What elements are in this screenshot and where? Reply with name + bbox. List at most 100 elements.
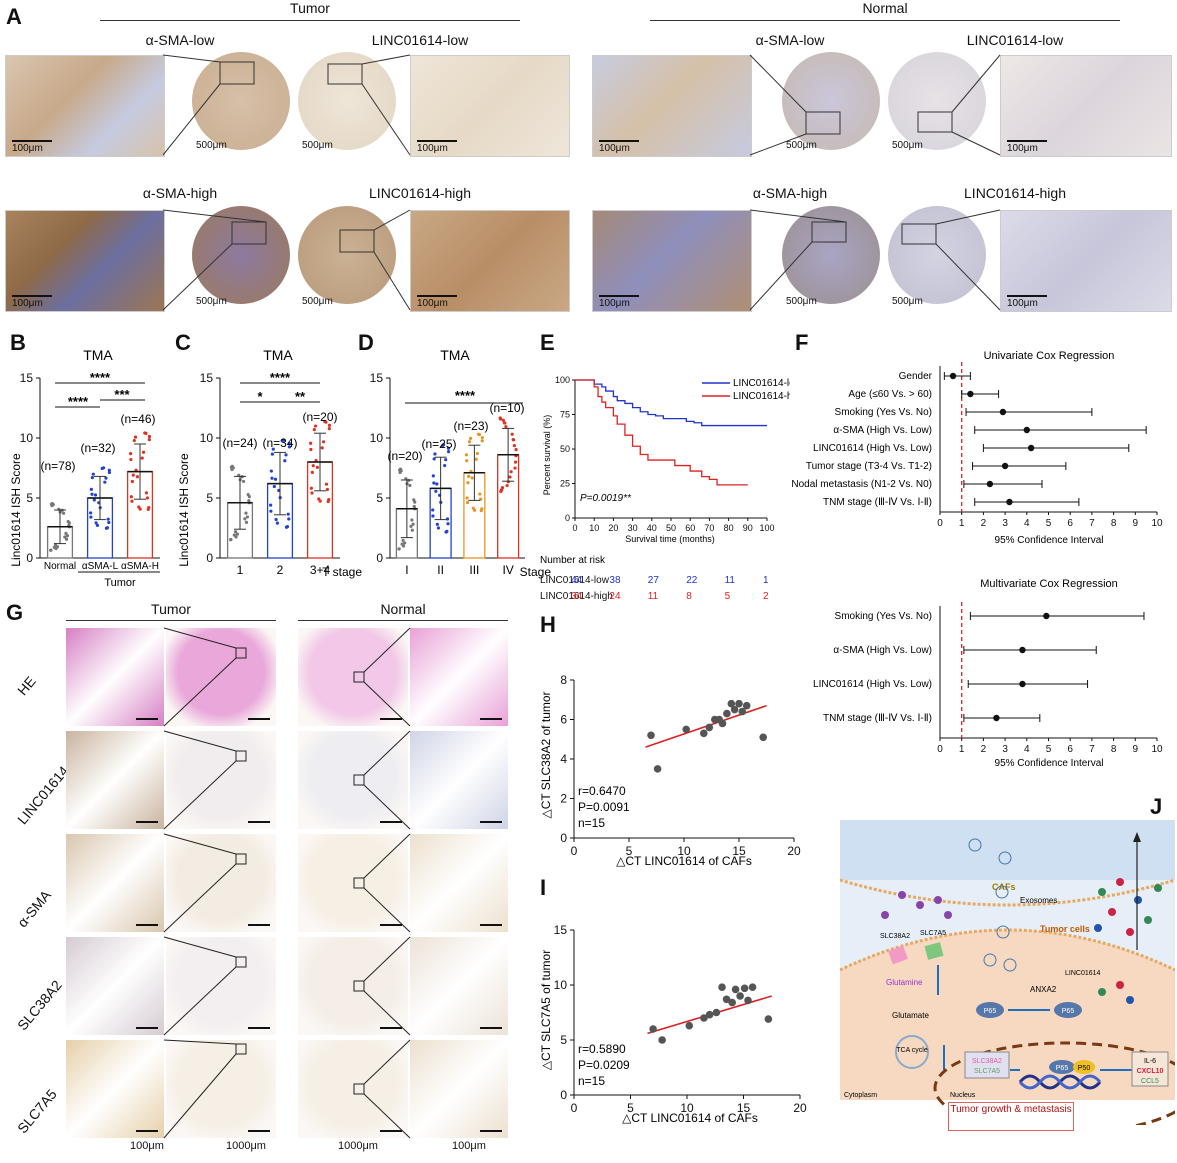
chart-e-legend-high: LINC01614-high bbox=[733, 391, 790, 402]
g-zoom-line bbox=[363, 833, 411, 879]
x-tick-label: 2 bbox=[981, 744, 987, 755]
j-gene-slc38a2: SLC38A2 bbox=[972, 1058, 1002, 1065]
data-point bbox=[130, 479, 134, 484]
y-tick-label: 15 bbox=[370, 371, 384, 385]
data-point bbox=[480, 439, 484, 443]
data-point bbox=[287, 517, 291, 521]
chart-c-n-34: (n=20) bbox=[302, 410, 337, 424]
data-point bbox=[273, 477, 278, 481]
data-point bbox=[141, 450, 146, 454]
scatter-point bbox=[723, 709, 731, 718]
data-point bbox=[513, 466, 517, 470]
x-tick-label: 20 bbox=[793, 1101, 807, 1115]
data-point bbox=[147, 506, 151, 510]
data-point bbox=[509, 470, 513, 474]
x-tick-label: 5 bbox=[1046, 518, 1052, 529]
data-point bbox=[91, 472, 95, 476]
g-scale-bar bbox=[136, 1130, 158, 1132]
data-point bbox=[287, 445, 292, 449]
x-tick-label: 3+4 bbox=[310, 563, 331, 577]
chart-d-xtitle: Stage bbox=[520, 565, 552, 579]
g-scale-bar bbox=[380, 1130, 402, 1132]
scatter-point bbox=[727, 699, 736, 708]
g-zoom-box bbox=[235, 853, 247, 865]
chart-d-n-i: (n=20) bbox=[387, 449, 422, 463]
g-zoom-line bbox=[163, 657, 237, 727]
panel-g-zoom-lines bbox=[163, 627, 411, 1139]
data-point bbox=[472, 508, 477, 512]
g-micrograph bbox=[410, 628, 508, 726]
g-micrograph bbox=[66, 834, 164, 932]
x-tick-label: 10 bbox=[1151, 744, 1163, 755]
hazard-ratio-point bbox=[1043, 612, 1050, 620]
chart-b: TMA Linc01614 ISH Score 0 5 10 15 Normal αSM… bbox=[9, 347, 160, 589]
scatter-point bbox=[712, 1008, 721, 1017]
chart-f-multi-title: Multivariate Cox Regression bbox=[980, 578, 1118, 590]
data-point bbox=[89, 515, 93, 519]
j-target-genes-box bbox=[964, 1051, 1010, 1079]
data-point bbox=[401, 538, 405, 542]
data-point bbox=[436, 526, 441, 530]
j-slc38a2-transporter bbox=[888, 945, 908, 965]
data-point bbox=[313, 424, 318, 428]
chart-e-risk-title: Number at risk bbox=[540, 555, 606, 566]
data-point bbox=[446, 450, 451, 454]
j-tumor-cells: Tumor cells bbox=[1040, 924, 1090, 934]
data-point bbox=[480, 436, 484, 440]
panel-label-h: H bbox=[540, 612, 556, 637]
forest-row-label: Age (≤60 Vs. > 60) bbox=[848, 389, 932, 400]
data-point bbox=[514, 447, 518, 452]
panel-g-tumor-header: Tumor bbox=[151, 601, 191, 617]
title-linc-low-tumor: LINC01614-low bbox=[371, 32, 469, 48]
data-point bbox=[315, 465, 320, 469]
data-point bbox=[107, 468, 111, 472]
data-point bbox=[431, 514, 435, 518]
chart-e-ylabel: Percent survival (%) bbox=[542, 415, 552, 496]
data-point bbox=[434, 489, 438, 493]
j-tumor-membrane bbox=[840, 928, 1175, 972]
chart-d-n-iv: (n=10) bbox=[489, 401, 524, 415]
data-point bbox=[147, 438, 151, 442]
x-tick-label: 8 bbox=[1111, 518, 1117, 529]
x-tick-label: 100 bbox=[759, 523, 774, 533]
j-glutamate: Glutamate bbox=[892, 1011, 929, 1020]
scatter-point bbox=[740, 984, 749, 993]
scatter-point bbox=[649, 1025, 657, 1033]
panel-g-normal-rule bbox=[298, 620, 508, 621]
data-point bbox=[410, 528, 414, 532]
data-point bbox=[49, 548, 53, 552]
risk-cell: 2 bbox=[763, 591, 769, 602]
chart-b-sig-top: **** bbox=[90, 370, 111, 385]
scale-label: 500μm bbox=[196, 140, 227, 151]
data-point bbox=[466, 500, 470, 505]
data-point bbox=[467, 474, 471, 478]
data-point bbox=[89, 487, 93, 491]
g-micrograph bbox=[66, 937, 164, 1035]
x-tick-label: 10 bbox=[1151, 518, 1163, 529]
x-tick-label: 40 bbox=[647, 523, 657, 533]
y-tick-label: 100 bbox=[555, 375, 570, 385]
tma-core-linc-low-tumor bbox=[298, 52, 396, 150]
micrograph-asma-high-normal: 100μm bbox=[592, 210, 752, 312]
data-point bbox=[144, 431, 148, 435]
data-point bbox=[284, 525, 289, 529]
micrograph-asma-high-tumor: 100μm bbox=[5, 210, 165, 312]
data-point bbox=[401, 544, 406, 548]
g-zoom-line bbox=[363, 681, 411, 727]
data-point bbox=[410, 518, 414, 522]
x-tick-label: 20 bbox=[608, 523, 618, 533]
j-il6: IL-6 bbox=[1144, 1058, 1156, 1065]
data-point bbox=[140, 456, 144, 460]
data-point bbox=[413, 500, 417, 504]
chart-d-n-ii: (n=25) bbox=[421, 437, 456, 451]
panel-a-tumor-header: Tumor bbox=[290, 0, 330, 16]
data-point bbox=[511, 437, 515, 442]
data-point bbox=[475, 451, 479, 456]
j-caf-membrane bbox=[840, 878, 1175, 907]
g-zoom-line bbox=[363, 936, 411, 982]
data-point bbox=[408, 483, 412, 488]
data-point bbox=[269, 509, 273, 513]
j-ccl5: CCL5 bbox=[1141, 1078, 1159, 1085]
scale-label: 500μm bbox=[302, 140, 333, 151]
panel-label-j: J bbox=[1150, 794, 1163, 819]
